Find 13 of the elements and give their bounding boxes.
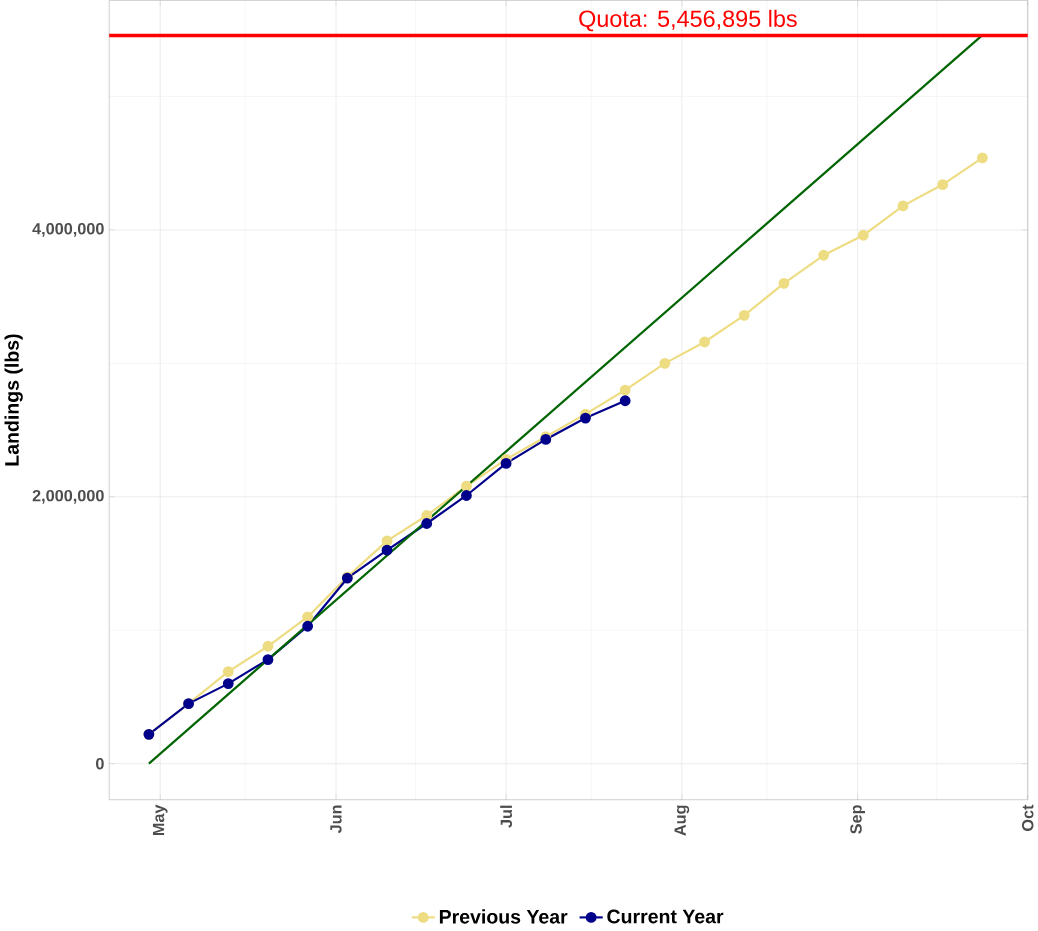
y-tick-label: 0 xyxy=(96,757,104,770)
ref-line-label: Quota: 5,456,895 lbs xyxy=(579,9,797,32)
x-tick-label: Jun xyxy=(330,805,342,834)
y-tick-label: 4,000,000 xyxy=(32,223,104,237)
x-tick-label: Sep xyxy=(850,805,866,834)
x-tick-label: May xyxy=(152,804,168,836)
y-tick-label: 2,000,000 xyxy=(32,489,104,504)
y-axis-title: Landings (lbs) xyxy=(4,334,23,466)
x-tick-label: Jul xyxy=(500,805,513,828)
legend-label: Previous Year xyxy=(439,909,568,924)
legend-label: Current Year xyxy=(607,909,724,924)
x-tick-label: Oct xyxy=(1021,804,1034,831)
x-tick-label: Aug xyxy=(674,805,690,836)
